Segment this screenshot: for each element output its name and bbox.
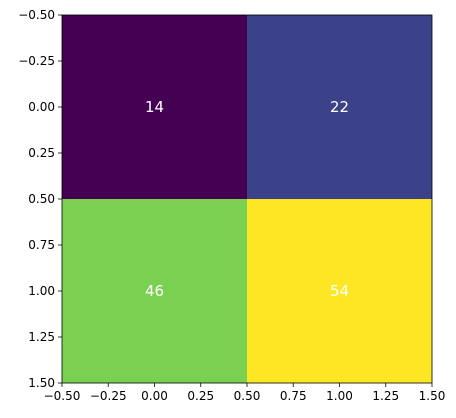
x-tick-label: −0.25 <box>90 389 127 403</box>
x-tick-label: 1.00 <box>326 389 353 403</box>
cell-value-label-r1-c0: 46 <box>145 282 164 300</box>
heatmap-cell-r0-c1 <box>247 15 432 199</box>
cell-value-label-r0-c0: 14 <box>145 98 164 116</box>
y-tick-label: −0.50 <box>18 8 55 22</box>
heatmap-cell-r1-c0 <box>62 199 247 383</box>
x-tick-label: 0.00 <box>141 389 168 403</box>
y-tick-label: 0.75 <box>28 238 55 252</box>
x-tick-label: 1.50 <box>419 389 446 403</box>
cell-value-label-r0-c1: 22 <box>330 98 349 116</box>
x-tick-label: −0.50 <box>44 389 81 403</box>
y-tick-label: 1.00 <box>28 284 55 298</box>
heatmap-cell-r1-c1 <box>247 199 432 383</box>
x-tick-label: 1.25 <box>372 389 399 403</box>
y-tick-label: −0.25 <box>18 54 55 68</box>
x-tick-label: 0.25 <box>187 389 214 403</box>
y-tick-label: 1.50 <box>28 376 55 390</box>
y-tick-label: 0.00 <box>28 100 55 114</box>
heatmap-cell-r0-c0 <box>62 15 247 199</box>
x-tick-label: 0.75 <box>280 389 307 403</box>
x-tick-label: 0.50 <box>234 389 261 403</box>
cell-value-label-r1-c1: 54 <box>330 282 349 300</box>
y-tick-label: 0.50 <box>28 192 55 206</box>
y-tick-label: 1.25 <box>28 330 55 344</box>
y-tick-label: 0.25 <box>28 146 55 160</box>
